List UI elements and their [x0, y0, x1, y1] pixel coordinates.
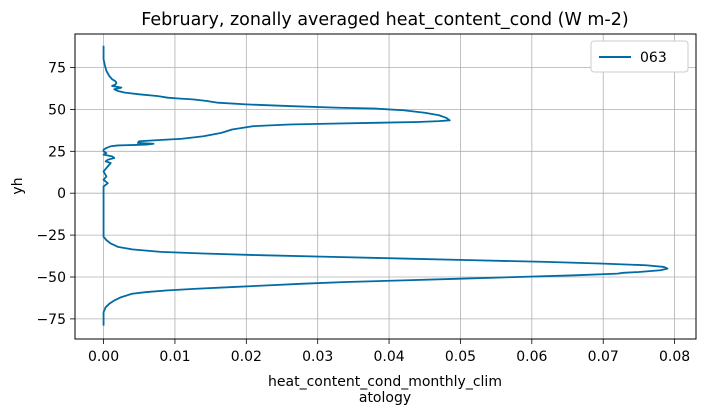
x-ticks: 0.00 0.01 0.02 0.03 0.04 0.05 0.06 0.07 0.08: [88, 339, 690, 365]
legend-box: [590, 40, 689, 73]
x-axis-label-line-1: heat_content_cond_monthly_clim: [268, 374, 502, 390]
x-tick-label: 0.07: [588, 349, 619, 365]
x-tick-label: 0.05: [445, 349, 476, 365]
x-tick-label: 0.02: [231, 349, 262, 365]
y-tick-label: 75: [48, 61, 66, 77]
x-tick-label: 0.06: [516, 349, 547, 365]
x-tick-label: 0.03: [302, 349, 333, 365]
y-tick-label: −50: [36, 270, 66, 286]
series-layer: [102, 45, 669, 326]
chart-title: February, zonally averaged heat_content_…: [141, 10, 628, 30]
x-tick-label: 0.01: [159, 349, 190, 365]
y-tick-label: −25: [36, 228, 66, 244]
y-tick-label: 0: [57, 186, 66, 202]
y-axis-label: yh: [10, 177, 26, 194]
x-tick-label: 0.00: [88, 349, 119, 365]
y-ticks: −75 −50 −25 0 25 50 75: [36, 61, 75, 328]
y-tick-label: 50: [48, 102, 66, 118]
plot-frame: [74, 33, 697, 340]
legend: 063: [590, 40, 689, 73]
y-tick-label: 25: [48, 144, 66, 160]
x-axis-label-line-2: atology: [359, 390, 411, 406]
legend-label-063: 063: [640, 50, 667, 66]
series-line-063: [102, 45, 669, 326]
x-tick-label: 0.08: [659, 349, 690, 365]
x-tick-label: 0.04: [373, 349, 404, 365]
y-tick-label: −75: [36, 312, 66, 328]
